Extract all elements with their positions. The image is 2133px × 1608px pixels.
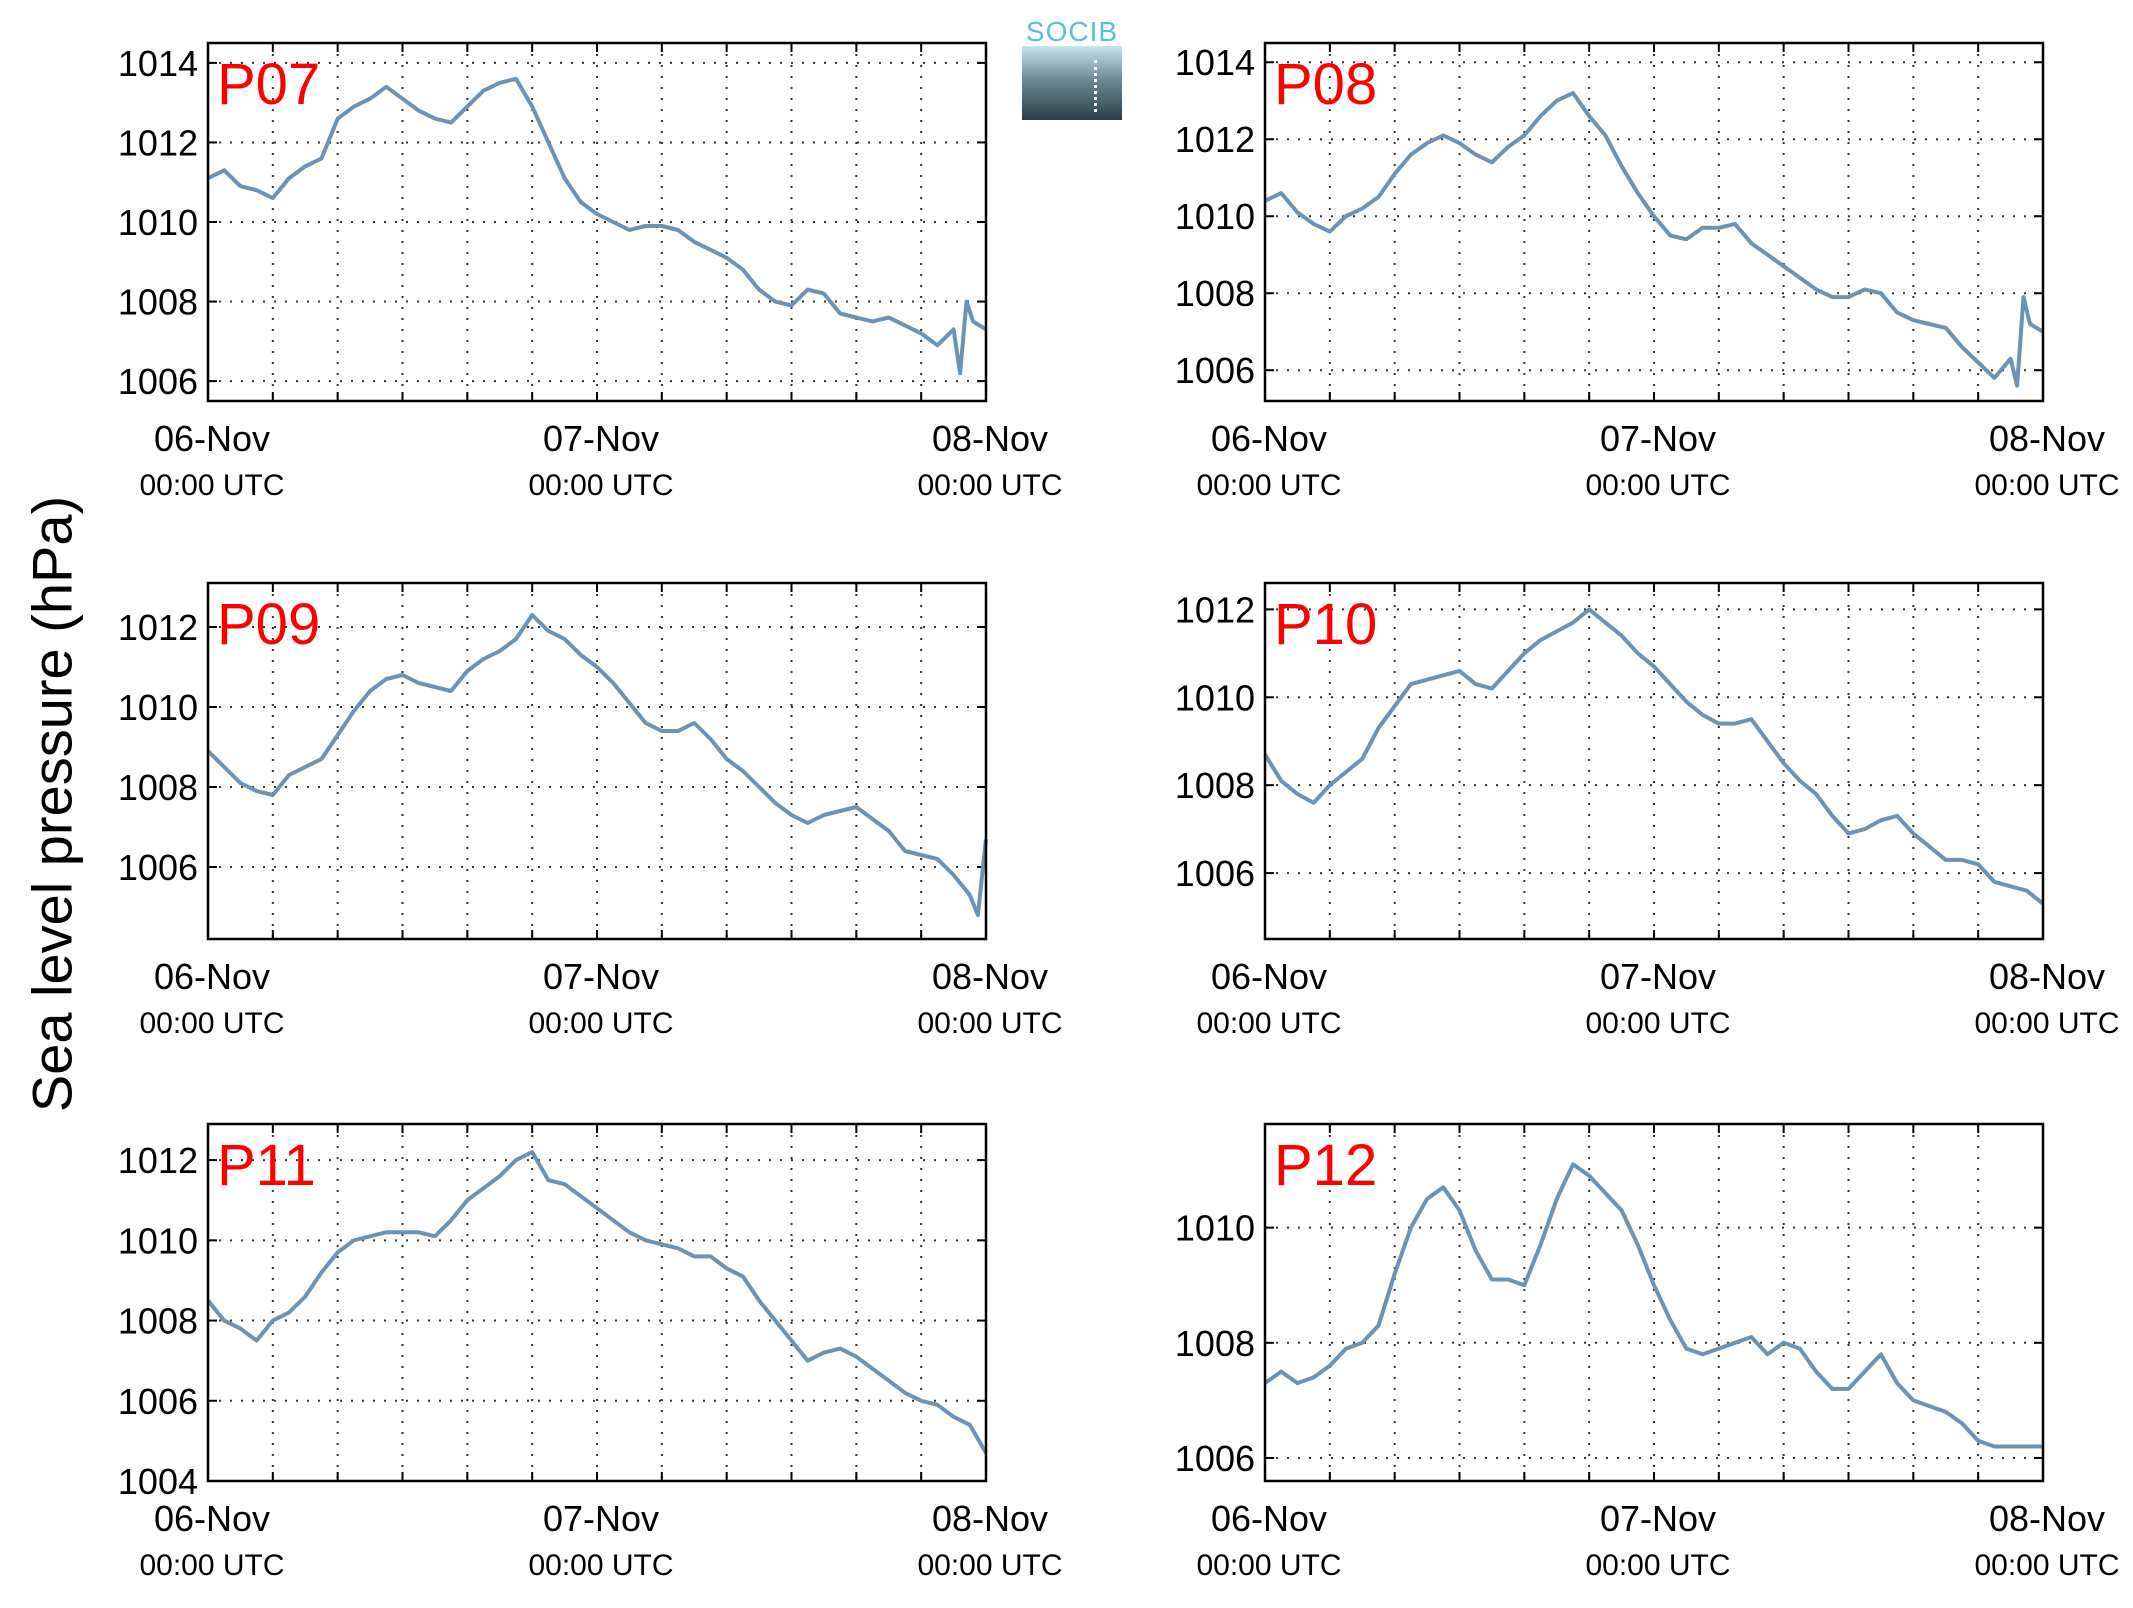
y-tick-label: 1010 <box>118 202 198 243</box>
x-tick-label: 08-Nov <box>1989 956 2105 997</box>
y-tick-label: 1012 <box>118 607 198 648</box>
x-tick-label: 07-Nov <box>1600 956 1716 997</box>
chart-panel-p11: 1004 1006 1008 1010 1012 06-Nov 00:00 UTC 07-No… <box>118 1122 1063 1582</box>
y-tick-label: 1004 <box>118 1461 198 1502</box>
y-tick-label: 1006 <box>1175 853 1255 894</box>
logo-text: SOCIB <box>1025 16 1119 47</box>
plot-frame <box>1263 1122 2045 1483</box>
x-tick-sublabel: 00:00 UTC <box>1196 469 1341 502</box>
x-tick-sublabel: 00:00 UTC <box>917 469 1062 502</box>
y-tick-label: 1014 <box>1175 42 1255 83</box>
y-tick-label: 1006 <box>1175 1438 1255 1479</box>
y-tick-label: 1008 <box>1175 1323 1255 1364</box>
x-tick-label: 06-Nov <box>1211 418 1327 459</box>
y-tick-label: 1012 <box>1175 119 1255 160</box>
y-tick-label: 1008 <box>118 767 198 808</box>
socib-logo: SOCIB <box>1022 16 1122 120</box>
x-tick-label: 07-Nov <box>543 956 659 997</box>
y-tick-label: 1010 <box>118 687 198 728</box>
x-tick-label: 07-Nov <box>543 418 659 459</box>
y-tick-label: 1006 <box>118 847 198 888</box>
plot-frame <box>1263 581 2045 941</box>
chart-panel-p09: 1006 1008 1010 1012 06-Nov 00:00 UTC 07-Nov 00:… <box>118 581 1063 1040</box>
y-tick-label: 1006 <box>1175 350 1255 391</box>
series-line <box>206 613 988 917</box>
x-tick-sublabel: 00:00 UTC <box>1974 1007 2119 1040</box>
series-line <box>1263 607 2045 906</box>
series-line <box>1263 1162 2043 1449</box>
panel-label: P12 <box>1274 1133 1377 1198</box>
x-tick-label: 06-Nov <box>154 1498 270 1539</box>
x-tick-label: 07-Nov <box>543 1498 659 1539</box>
panel-label: P08 <box>1274 52 1377 117</box>
x-tick-sublabel: 00:00 UTC <box>528 1549 673 1582</box>
x-tick-sublabel: 00:00 UTC <box>139 1549 284 1582</box>
plot-frame <box>206 1122 988 1483</box>
chart-panel-p07: 1006 1008 1010 1012 1014 06-Nov 00:00 UTC 07-No… <box>118 41 1063 502</box>
x-tick-label: 06-Nov <box>154 956 270 997</box>
y-tick-label: 1008 <box>118 282 198 323</box>
y-tick-label: 1010 <box>1175 677 1255 718</box>
y-tick-label: 1012 <box>118 122 198 163</box>
panel-label: P07 <box>217 52 320 117</box>
x-tick-sublabel: 00:00 UTC <box>1585 469 1730 502</box>
y-tick-label: 1008 <box>1175 273 1255 314</box>
y-tick-label: 1012 <box>1175 589 1255 630</box>
plot-frame <box>206 581 988 941</box>
x-tick-sublabel: 00:00 UTC <box>139 1007 284 1040</box>
x-tick-sublabel: 00:00 UTC <box>528 1007 673 1040</box>
y-tick-label: 1006 <box>118 361 198 402</box>
x-tick-label: 06-Nov <box>1211 956 1327 997</box>
y-tick-label: 1014 <box>118 43 198 84</box>
x-tick-sublabel: 00:00 UTC <box>1196 1007 1341 1040</box>
plot-frame <box>1263 41 2045 403</box>
series-line <box>1264 91 2045 388</box>
x-tick-sublabel: 00:00 UTC <box>139 469 284 502</box>
x-tick-label: 08-Nov <box>932 956 1048 997</box>
x-tick-sublabel: 00:00 UTC <box>1585 1549 1730 1582</box>
panel-label: P11 <box>217 1133 316 1198</box>
x-tick-sublabel: 00:00 UTC <box>1196 1549 1341 1582</box>
y-tick-label: 1008 <box>118 1301 198 1342</box>
y-tick-label: 1012 <box>118 1140 198 1181</box>
x-tick-sublabel: 00:00 UTC <box>917 1007 1062 1040</box>
x-tick-label: 08-Nov <box>1989 418 2105 459</box>
x-tick-sublabel: 00:00 UTC <box>1974 1549 2119 1582</box>
y-tick-label: 1006 <box>118 1381 198 1422</box>
x-tick-label: 08-Nov <box>932 1498 1048 1539</box>
series-line <box>207 76 988 376</box>
panel-label: P09 <box>217 592 320 657</box>
chart-panel-p12: 1006 1008 1010 06-Nov 00:00 UTC 07-Nov 00:00 U… <box>1175 1122 2120 1582</box>
y-tick-label: 1010 <box>1175 1208 1255 1249</box>
x-tick-label: 06-Nov <box>1211 1498 1327 1539</box>
plot-frame <box>206 41 988 403</box>
x-tick-label: 07-Nov <box>1600 1498 1716 1539</box>
x-tick-label: 06-Nov <box>154 418 270 459</box>
logo-dots <box>1094 60 1097 112</box>
series-line <box>206 1150 988 1454</box>
x-tick-label: 08-Nov <box>1989 1498 2105 1539</box>
x-tick-sublabel: 00:00 UTC <box>917 1549 1062 1582</box>
panel-label: P10 <box>1274 592 1377 657</box>
x-tick-sublabel: 00:00 UTC <box>1974 469 2119 502</box>
x-tick-sublabel: 00:00 UTC <box>528 469 673 502</box>
logo-emblem <box>1022 46 1122 120</box>
y-tick-label: 1010 <box>1175 196 1255 237</box>
y-tick-label: 1008 <box>1175 765 1255 806</box>
x-tick-label: 07-Nov <box>1600 418 1716 459</box>
chart-panel-p10: 1006 1008 1010 1012 06-Nov 00:00 UTC 07-Nov 00:… <box>1175 581 2120 1040</box>
chart-panel-p08: 1006 1008 1010 1012 1014 06-Nov 00:00 UTC 07-No… <box>1175 41 2120 502</box>
y-tick-label: 1010 <box>118 1220 198 1261</box>
x-tick-label: 08-Nov <box>932 418 1048 459</box>
x-tick-sublabel: 00:00 UTC <box>1585 1007 1730 1040</box>
